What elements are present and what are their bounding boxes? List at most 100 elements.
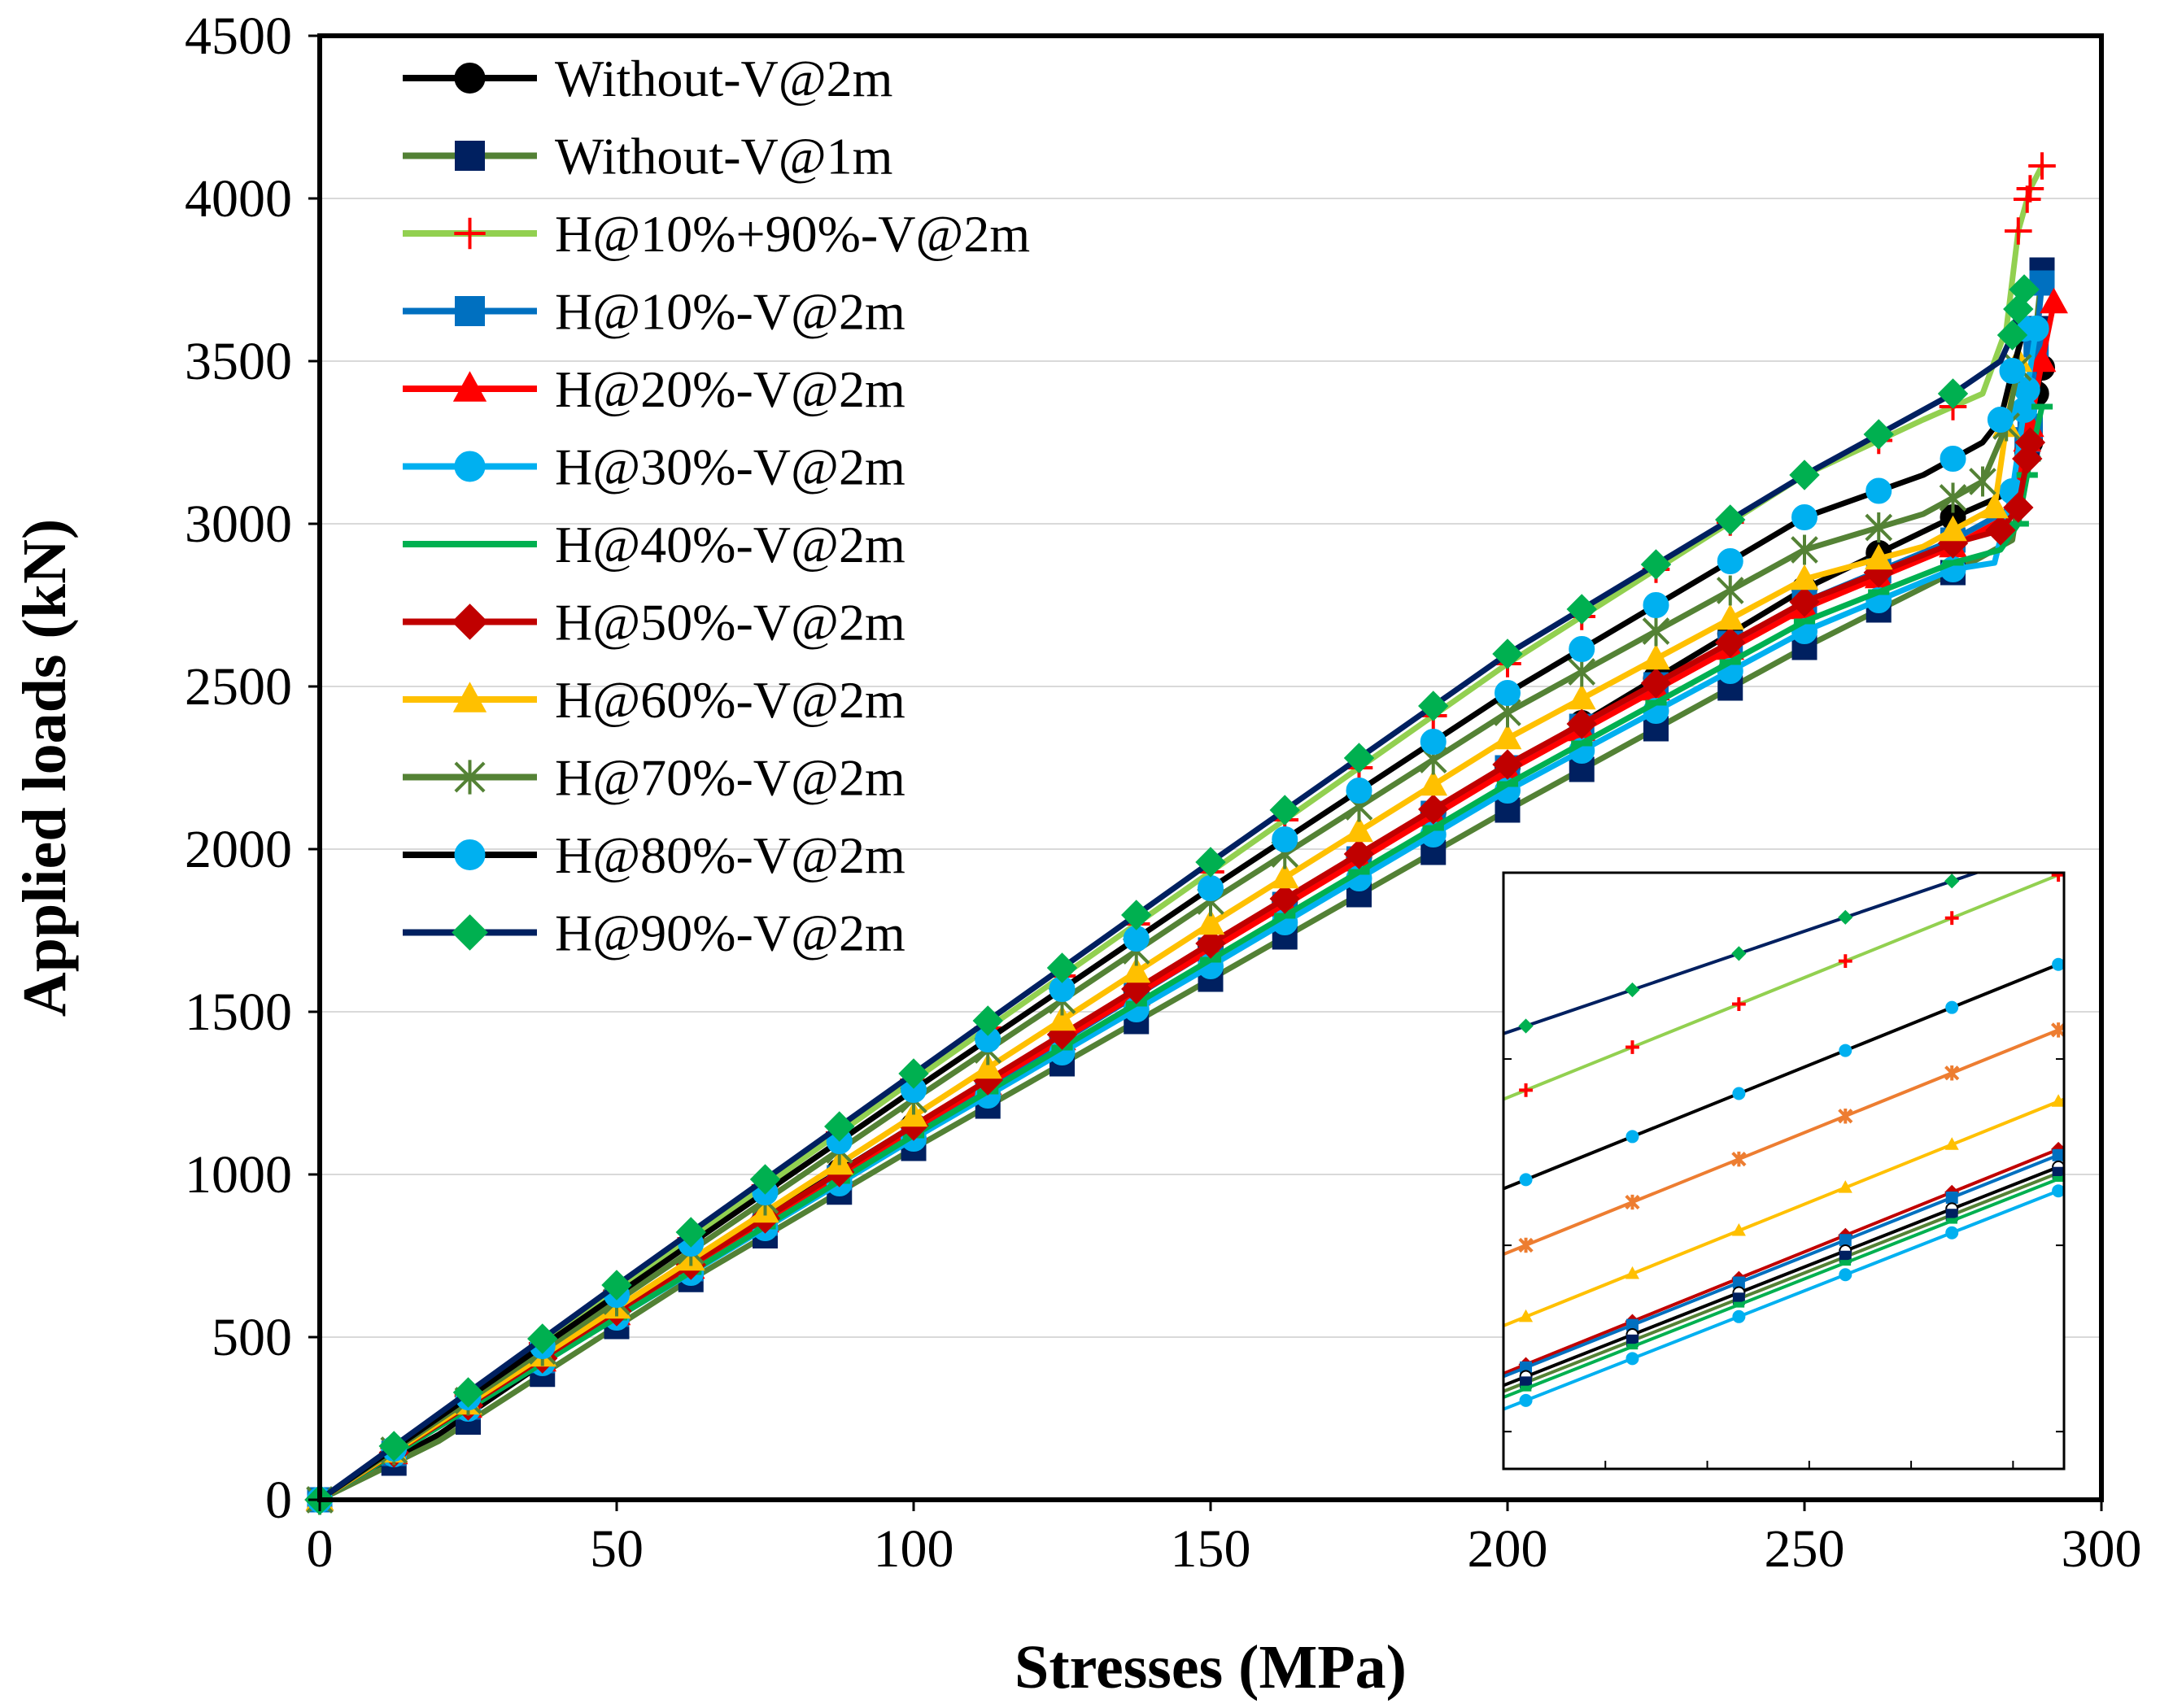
data-point — [1345, 816, 1373, 843]
data-point — [1642, 643, 1670, 670]
x-tick-label: 300 — [2062, 1519, 2142, 1579]
legend-marker — [455, 141, 485, 171]
x-tick-label: 150 — [1171, 1519, 1251, 1579]
inset-data-point — [1839, 1260, 1852, 1266]
data-point — [1195, 847, 1226, 878]
data-point — [1790, 564, 1819, 590]
data-point — [1969, 466, 1996, 497]
inset-series-line — [1503, 1145, 2064, 1375]
data-point — [1418, 794, 1449, 825]
data-point — [824, 1111, 855, 1142]
legend-label: H@10%+90%-V@2m — [555, 205, 1030, 263]
inset-data-point — [1520, 1385, 1532, 1392]
y-tick-label: 1500 — [185, 983, 292, 1042]
data-point — [1122, 956, 1151, 983]
data-point — [1863, 419, 1894, 450]
inset-series-line — [1503, 1151, 2064, 1379]
inset-series-line — [1503, 873, 1982, 1035]
inset-data-point — [1519, 1393, 1533, 1407]
legend-label: Without-V@1m — [555, 128, 892, 185]
inset-data-point — [1625, 1040, 1639, 1054]
legend-entry: H@20%-V@2m — [403, 360, 905, 418]
legend-entry: H@30%-V@2m — [403, 438, 905, 496]
inset-data-point — [2052, 957, 2064, 971]
data-point — [1346, 778, 1372, 804]
legend-marker — [454, 760, 486, 795]
data-point — [2031, 403, 2053, 410]
x-tick-label: 100 — [874, 1519, 954, 1579]
inset-frame — [1502, 871, 2066, 1471]
data-point — [1789, 460, 1820, 490]
legend-label: H@80%-V@2m — [555, 826, 905, 884]
inset-data-point — [2050, 1022, 2064, 1038]
legend-marker — [452, 914, 488, 951]
data-point — [1198, 875, 1224, 901]
inset-data-point — [1519, 1173, 1533, 1187]
x-tick-label: 50 — [590, 1519, 644, 1579]
data-point — [527, 1323, 558, 1354]
data-point — [2016, 175, 2044, 203]
y-tick-label: 4500 — [185, 7, 292, 66]
y-tick-label: 3000 — [185, 495, 292, 554]
inset-series-line — [1503, 1097, 2064, 1327]
legend-entry: H@10%-V@2m — [403, 283, 905, 341]
inset-data-point — [1625, 1194, 1640, 1210]
data-point — [972, 1005, 1003, 1036]
data-point — [1645, 699, 1667, 706]
inset-data-point — [1731, 1223, 1746, 1236]
data-point — [1643, 592, 1669, 618]
data-point — [1492, 749, 1523, 780]
data-point — [1196, 908, 1225, 935]
data-point — [1996, 320, 2028, 351]
inset-data-point — [1625, 982, 1640, 998]
y-tick-label: 2500 — [185, 657, 292, 717]
data-point — [1343, 839, 1375, 869]
data-point — [1868, 589, 1890, 595]
data-point — [1937, 378, 1969, 409]
legend-label: H@70%-V@2m — [555, 749, 905, 807]
inset-data-point — [1838, 909, 1853, 925]
inset-series-line — [1503, 961, 2064, 1191]
inset-data-point — [1733, 1301, 1745, 1308]
legend-entry: H@60%-V@2m — [403, 671, 905, 729]
data-point — [2027, 346, 2057, 373]
data-point — [1571, 740, 1593, 747]
inset-background — [1503, 873, 2064, 1469]
x-tick-label: 0 — [307, 1519, 334, 1579]
legend-label: H@30%-V@2m — [555, 438, 905, 496]
data-point — [2028, 152, 2056, 180]
legend: Without-V@2m Without-V@1m H@10%+90%-V@2m H@… — [403, 50, 1030, 962]
legend-entry: H@50%-V@2m — [403, 594, 905, 651]
legend-entry: Without-V@2m — [403, 50, 892, 107]
data-point — [1719, 659, 1741, 665]
inset-data-point — [1839, 1234, 1852, 1247]
inset-series-line — [1503, 1187, 2064, 1411]
data-point — [749, 1164, 781, 1195]
data-point — [1566, 708, 1597, 739]
data-point — [1121, 900, 1152, 930]
inset-data-point — [1519, 1309, 1534, 1322]
series-12 — [304, 274, 2040, 1515]
data-point — [1640, 549, 1672, 580]
y-tick-label: 4000 — [185, 169, 292, 229]
inset-data-point — [1732, 1309, 1746, 1323]
data-point — [973, 1052, 1002, 1079]
inset-data-point — [1519, 1083, 1533, 1097]
data-point — [1493, 723, 1522, 750]
inset-data-point — [1625, 1266, 1640, 1279]
x-axis-title: Stresses (MPa) — [1015, 1633, 1407, 1701]
inset-data-point — [1945, 1191, 1958, 1204]
data-point — [2009, 274, 2040, 305]
data-point — [675, 1217, 706, 1248]
inset-zoom-panel — [1502, 871, 2066, 1471]
data-point — [1492, 638, 1523, 669]
inset-data-point — [1945, 1226, 1959, 1240]
inset-data-point — [2051, 1094, 2064, 1107]
inset-data-point — [1732, 1087, 1746, 1100]
y-tick-label: 2000 — [185, 820, 292, 879]
data-point — [1999, 358, 2026, 384]
inset-data-point — [2052, 1184, 2064, 1198]
data-point — [1939, 515, 1967, 542]
data-point — [1980, 492, 2009, 519]
data-point — [1939, 482, 1967, 513]
